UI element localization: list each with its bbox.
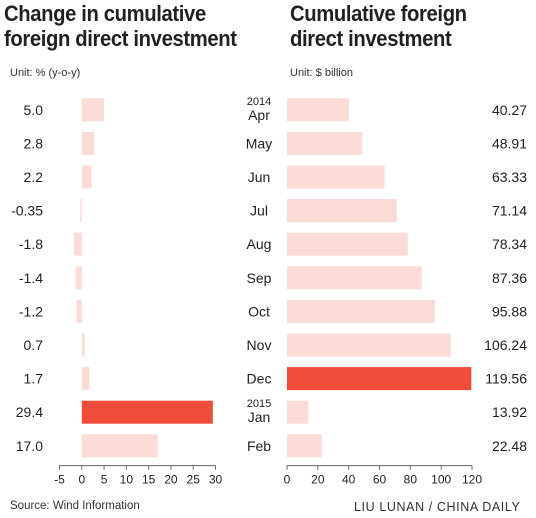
left-x-tick-label: 25 xyxy=(187,473,201,487)
left-value-label-sep: -1.4 xyxy=(19,270,43,286)
right-value-label-aug: 78.34 xyxy=(492,236,527,252)
left-value-label-dec: 1.7 xyxy=(24,371,44,387)
right-value-label-jun: 63.33 xyxy=(492,169,527,185)
right-value-label-feb: 22.48 xyxy=(492,438,527,454)
right-bar-aug xyxy=(287,232,408,256)
left-chart-unit: Unit: % (y-o-y) xyxy=(10,67,81,79)
charts-panel: 5.0 2.8 2.2 -0.35 -1.8 -1.4 -1.2 0.7 1.7 29.4 17.0… xyxy=(0,80,536,495)
right-value-label-may: 48.91 xyxy=(492,135,527,151)
left-chart-title-line2: foreign direct investment xyxy=(4,26,237,51)
left-x-tick-label: 5 xyxy=(101,473,108,487)
right-value-label-apr: 40.27 xyxy=(492,102,527,118)
month-label-sep: Sep xyxy=(247,270,272,286)
left-bar-jun xyxy=(81,165,92,189)
right-bar-jul xyxy=(287,199,397,223)
right-x-tick-label: 40 xyxy=(342,473,356,487)
year-label: 2015 xyxy=(247,398,271,410)
right-bar-dec xyxy=(287,367,472,391)
right-value-label-sep: 87.36 xyxy=(492,270,527,286)
source-note: Source: Wind Information xyxy=(10,500,140,512)
left-x-tick-label: 10 xyxy=(120,473,134,487)
left-bar-aug xyxy=(73,232,82,256)
right-bar-apr xyxy=(287,98,350,122)
right-x-tick-label: 100 xyxy=(431,473,451,487)
right-chart-title-line2: direct investment xyxy=(290,26,452,51)
left-value-label-jul: -0.35 xyxy=(11,203,43,219)
right-bar-jun xyxy=(287,165,385,189)
left-bar-jul xyxy=(80,199,82,223)
credit-line: LIU LUNAN / CHINA DAILY xyxy=(354,500,521,514)
month-label-aug: Aug xyxy=(247,236,272,252)
right-bar-chart: 40.27 48.91 63.33 71.14 78.34 87.36 95.88 106.2… xyxy=(284,98,527,487)
left-value-label-jan: 29.4 xyxy=(16,404,43,420)
month-label-feb: Feb xyxy=(247,438,271,454)
right-bar-feb xyxy=(287,434,322,458)
month-label-dec: Dec xyxy=(247,371,272,387)
right-x-tick-label: 20 xyxy=(311,473,325,487)
right-value-label-nov: 106.24 xyxy=(484,337,527,353)
month-label-jan: Jan xyxy=(248,409,271,425)
month-label-apr: Apr xyxy=(248,107,270,123)
left-x-tick-label: 0 xyxy=(78,473,85,487)
month-label-jun: Jun xyxy=(248,169,271,185)
left-value-label-nov: 0.7 xyxy=(24,337,44,353)
right-x-tick-label: 80 xyxy=(404,473,418,487)
right-chart-title-line1: Cumulative foreign xyxy=(290,1,467,26)
left-value-label-feb: 17.0 xyxy=(16,438,43,454)
month-label-oct: Oct xyxy=(248,303,270,319)
left-value-label-oct: -1.2 xyxy=(19,303,43,319)
right-chart-unit: Unit: $ billion xyxy=(290,67,353,79)
left-chart-title-line1: Change in cumulative xyxy=(4,1,206,26)
right-bar-sep xyxy=(287,266,422,290)
left-bar-dec xyxy=(81,367,90,391)
right-bar-jan xyxy=(287,400,309,424)
right-value-label-jan: 13.92 xyxy=(492,404,527,420)
left-value-label-jun: 2.2 xyxy=(24,169,44,185)
left-bar-oct xyxy=(76,299,82,323)
month-label-nov: Nov xyxy=(247,337,272,353)
right-value-label-oct: 95.88 xyxy=(492,303,527,319)
left-x-tick-label: -5 xyxy=(54,473,65,487)
right-x-tick-label: 60 xyxy=(373,473,387,487)
left-value-label-aug: -1.8 xyxy=(19,236,43,252)
left-bar-may xyxy=(81,131,95,155)
left-x-tick-label: 15 xyxy=(142,473,156,487)
right-bar-oct xyxy=(287,299,435,323)
right-bar-may xyxy=(287,131,363,155)
year-label: 2014 xyxy=(247,96,271,108)
left-value-label-apr: 5.0 xyxy=(24,102,44,118)
left-bar-feb xyxy=(81,434,158,458)
left-bar-chart: 5.0 2.8 2.2 -0.35 -1.8 -1.4 -1.2 0.7 1.7 29.4 17.0… xyxy=(11,98,223,487)
left-x-tick-label: 30 xyxy=(209,473,223,487)
left-bar-apr xyxy=(81,98,105,122)
right-value-label-jul: 71.14 xyxy=(492,203,527,219)
left-bar-nov xyxy=(81,333,85,357)
month-label-jul: Jul xyxy=(250,203,268,219)
right-value-label-dec: 119.56 xyxy=(485,371,527,387)
right-x-tick-label: 120 xyxy=(462,473,482,487)
right-x-tick-label: 0 xyxy=(284,473,291,487)
left-x-tick-label: 20 xyxy=(164,473,178,487)
month-label-may: May xyxy=(246,135,272,151)
left-bar-sep xyxy=(75,266,82,290)
charts-svg: 5.0 2.8 2.2 -0.35 -1.8 -1.4 -1.2 0.7 1.7 29.4 17.0… xyxy=(11,96,527,487)
left-value-label-may: 2.8 xyxy=(24,135,44,151)
left-bar-jan xyxy=(81,400,213,424)
right-bar-nov xyxy=(287,333,451,357)
